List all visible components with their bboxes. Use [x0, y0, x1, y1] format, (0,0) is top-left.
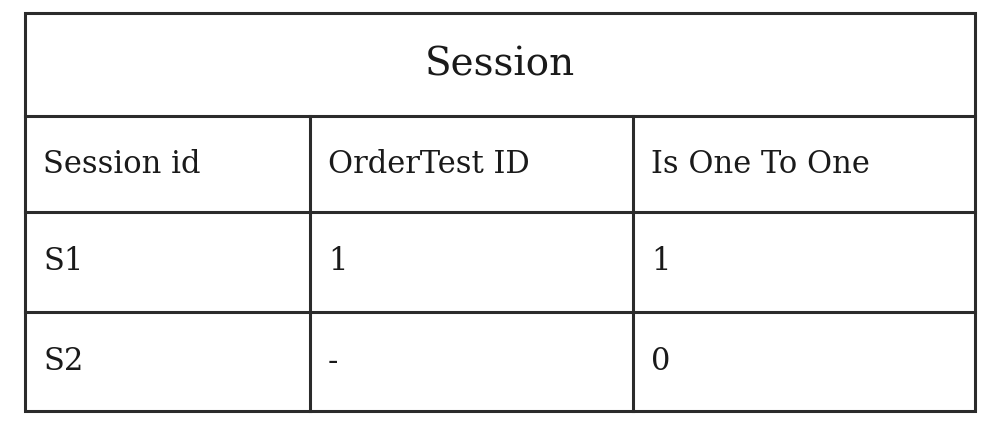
Text: 0: 0 — [651, 346, 670, 377]
Text: OrderTest ID: OrderTest ID — [328, 149, 530, 180]
Text: -: - — [328, 346, 338, 377]
Text: Session id: Session id — [43, 149, 200, 180]
Text: Is One To One: Is One To One — [651, 149, 870, 180]
Text: 1: 1 — [328, 246, 348, 277]
Text: Session: Session — [425, 46, 575, 83]
Text: S2: S2 — [43, 346, 83, 377]
Text: 1: 1 — [651, 246, 670, 277]
Text: S1: S1 — [43, 246, 83, 277]
